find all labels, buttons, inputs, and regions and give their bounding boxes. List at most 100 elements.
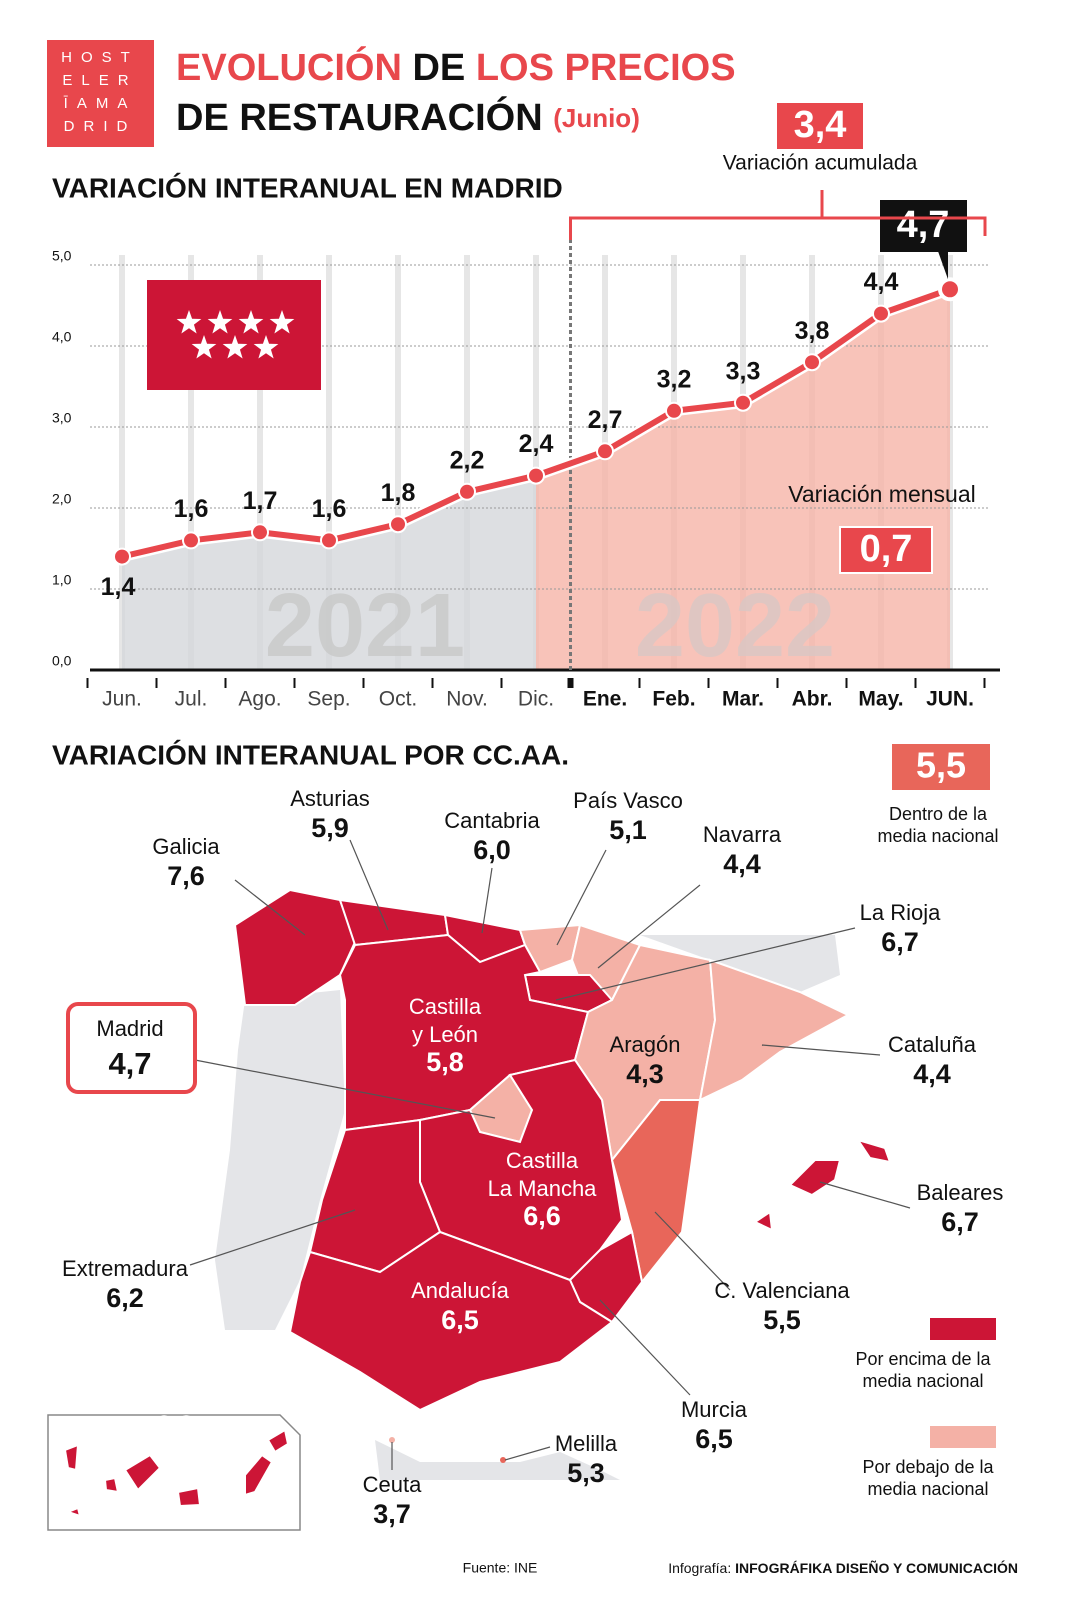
point xyxy=(803,353,821,372)
leader-line xyxy=(481,867,493,934)
title-part: DE xyxy=(412,47,465,89)
region-shape xyxy=(123,1453,162,1492)
legend-label: Por encima de la xyxy=(855,1349,991,1369)
leader-line xyxy=(349,839,389,931)
region-name: Andalucía xyxy=(411,1278,510,1303)
leader-line xyxy=(556,849,607,946)
region-value: 5,9 xyxy=(311,813,349,843)
region-name: Cantabria xyxy=(444,808,540,833)
region-name: Ceuta xyxy=(363,1472,422,1497)
x-tick-label: Jul. xyxy=(175,688,208,711)
region-name: Madrid xyxy=(96,1016,163,1041)
x-tick-label: Abr. xyxy=(792,688,833,711)
x-tick-label: Ene. xyxy=(583,688,627,711)
value-label: 2,4 xyxy=(519,430,554,458)
region-value: 6,7 xyxy=(941,1207,979,1237)
region-shape xyxy=(266,1428,290,1454)
x-tick-label: Sep. xyxy=(307,688,350,711)
monthly-box xyxy=(839,526,933,574)
logo-line: ĪAMA xyxy=(64,95,137,112)
point xyxy=(872,304,890,323)
y-tick-label: 0,0 xyxy=(52,653,72,669)
point xyxy=(320,531,338,550)
title-part: LOS PRECIOS xyxy=(476,47,736,89)
leader-line xyxy=(599,1299,691,1396)
title-line-2: DE RESTAURACIÓN (Junio) xyxy=(176,95,640,139)
callout-box xyxy=(880,200,967,252)
ceuta-dot xyxy=(389,1437,395,1443)
legend-label: media nacional xyxy=(862,1371,983,1391)
credit-name: INFOGRÁFIKA DISEÑO Y COMUNICACIÓN xyxy=(735,1559,1018,1576)
region-value: 6,5 xyxy=(441,1305,479,1335)
line-chart: 0,0 1,0 2,0 3,0 4,0 5,0 2021 2022 Jun. Jul. Ago. Se… xyxy=(52,103,1000,711)
source: Fuente: INE xyxy=(463,1560,538,1576)
leader-line xyxy=(504,1446,551,1461)
cumulative-value: 3,4 xyxy=(794,104,847,146)
flag-star xyxy=(253,335,279,359)
value-label: 1,4 xyxy=(101,573,136,601)
region-shape xyxy=(855,1138,892,1164)
legend-swatch xyxy=(930,1318,996,1340)
region-name: La Mancha xyxy=(488,1176,598,1201)
legend-label: Por debajo de la xyxy=(862,1457,994,1477)
region-name: La Rioja xyxy=(860,900,941,925)
flag xyxy=(147,280,321,390)
region-value: 5,5 xyxy=(763,1305,801,1335)
logo xyxy=(47,40,154,147)
monthly-label: Variación mensual xyxy=(788,481,976,507)
region-value: 6,0 xyxy=(473,835,511,865)
region-name: Baleares xyxy=(917,1180,1004,1205)
leader-line xyxy=(761,1044,881,1056)
leader-line xyxy=(819,1181,911,1209)
leader-line xyxy=(194,1059,496,1119)
chart-subtitle: VARIACIÓN INTERANUAL EN MADRID xyxy=(52,172,563,203)
region-name: Castilla xyxy=(506,1148,579,1173)
region-shape xyxy=(244,1453,274,1497)
x-tick-label: Jun. xyxy=(102,688,142,711)
region-value: 4,4 xyxy=(723,849,761,879)
y-tick-label: 5,0 xyxy=(52,248,72,264)
africa xyxy=(375,1440,620,1480)
x-tick-label: Ago. xyxy=(238,688,281,711)
point xyxy=(734,393,752,412)
region-value: 6,7 xyxy=(881,927,919,957)
area-2022 xyxy=(536,289,950,670)
point xyxy=(389,515,407,534)
leader-line xyxy=(189,1209,356,1266)
region-shape xyxy=(788,1159,842,1197)
title-part: DE RESTAURACIÓN xyxy=(176,95,543,139)
year-label: 2021 xyxy=(265,576,465,676)
region-name: Castilla xyxy=(409,994,482,1019)
x-tick-label: Feb. xyxy=(652,688,695,711)
region-value: 5,8 xyxy=(426,1047,464,1077)
value-label: 3,8 xyxy=(795,317,830,345)
region-value: 4,7 xyxy=(108,1046,151,1081)
legend-label: media nacional xyxy=(867,1479,988,1499)
flag-star xyxy=(176,310,202,334)
leader-line xyxy=(597,884,701,969)
legend-label: media nacional xyxy=(877,826,998,846)
region-value: 4,4 xyxy=(913,1059,951,1089)
region-value: 7,6 xyxy=(167,861,205,891)
region-shape xyxy=(65,1506,82,1518)
y-tick-label: 3,0 xyxy=(52,410,72,426)
flag-star xyxy=(238,310,264,334)
point xyxy=(113,547,131,566)
y-tick-label: 4,0 xyxy=(52,329,72,345)
region-value: 6,5 xyxy=(695,1424,733,1454)
x-tick-label: JUN. xyxy=(926,688,974,711)
value-label: 1,6 xyxy=(312,495,347,523)
region-name: Murcia xyxy=(681,1397,748,1422)
point xyxy=(251,523,269,542)
melilla-dot xyxy=(500,1457,506,1463)
point xyxy=(665,401,683,420)
cumulative-label: Variación acumulada xyxy=(723,152,918,175)
value-label: 2,2 xyxy=(450,446,485,474)
monthly-value: 0,7 xyxy=(860,528,913,570)
value-label: 4,7 xyxy=(897,204,950,246)
x-tick-label: Oct. xyxy=(379,688,418,711)
region-value: 5,3 xyxy=(567,1458,605,1488)
region-name: Extremadura xyxy=(62,1256,189,1281)
region-name: Galicia xyxy=(152,834,220,859)
x-tick-label: Dic. xyxy=(518,688,554,711)
